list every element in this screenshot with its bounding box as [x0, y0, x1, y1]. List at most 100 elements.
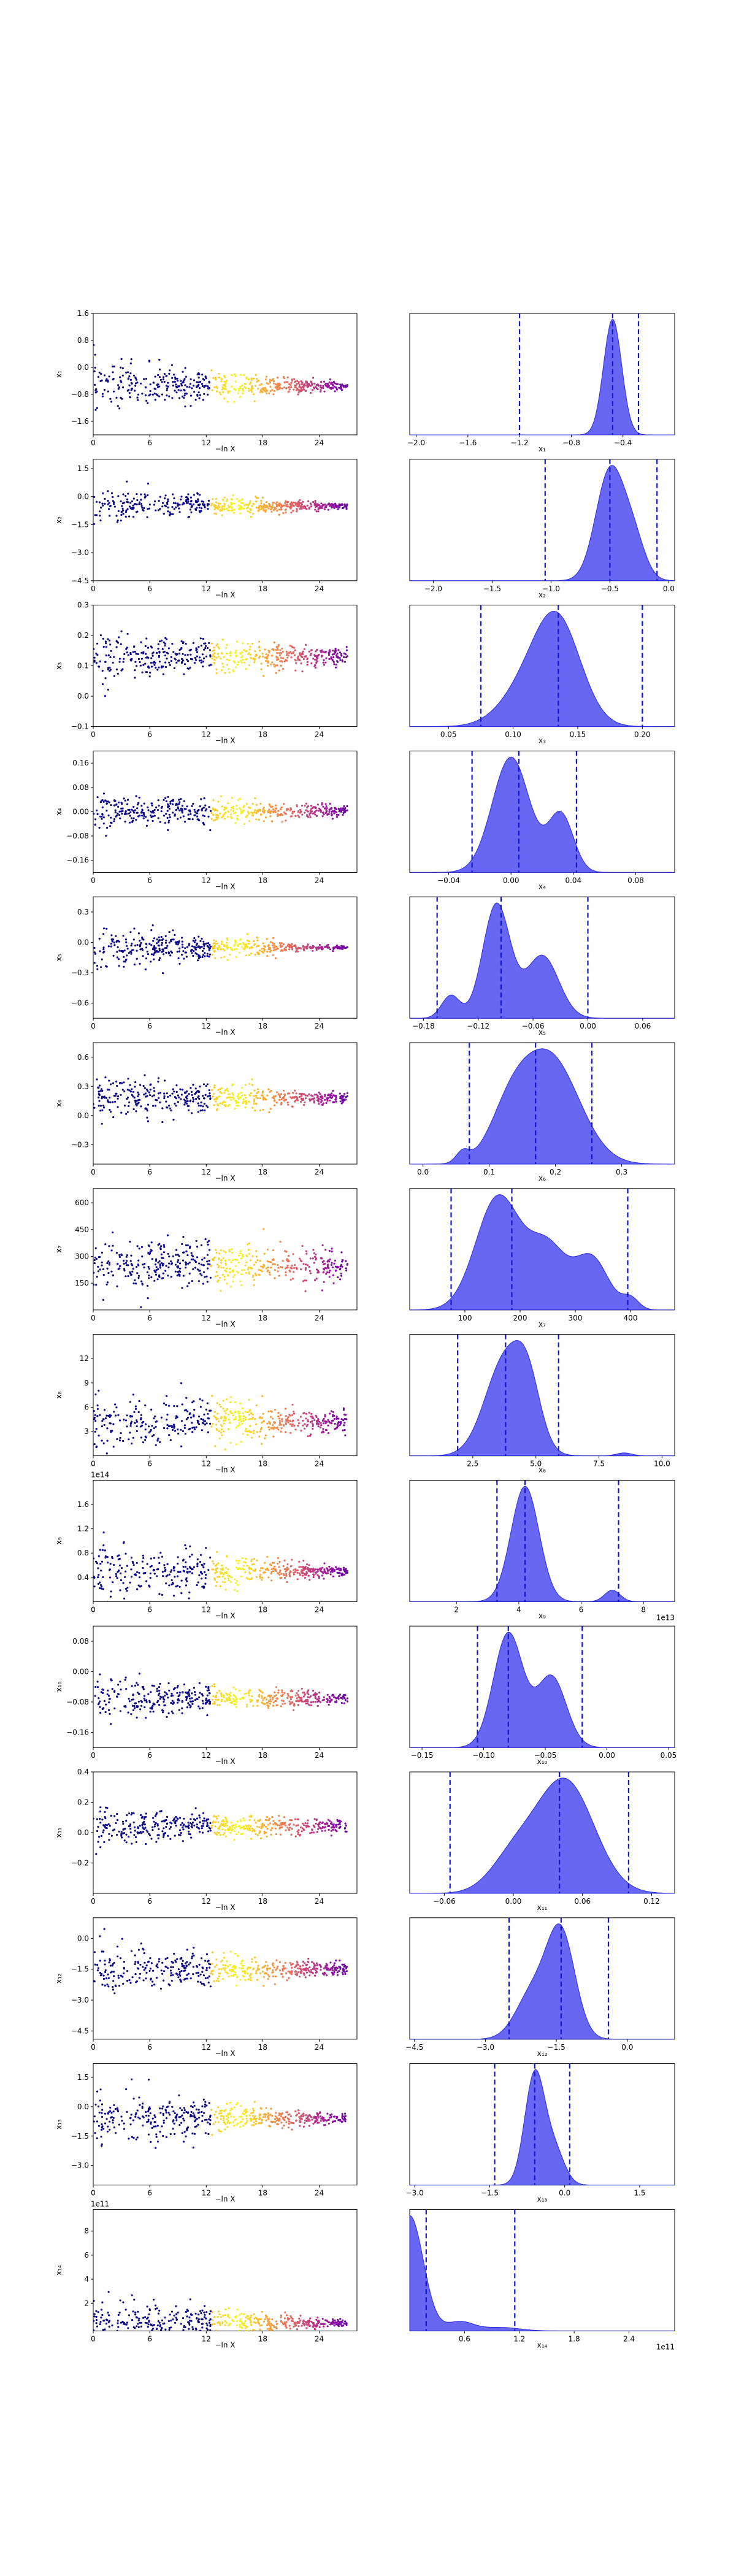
scatter-point — [234, 1259, 236, 1261]
scatter-point — [102, 645, 105, 648]
scatter-point — [234, 1108, 236, 1110]
scatter-point — [224, 1571, 226, 1574]
scatter-point — [103, 951, 105, 953]
scatter-point — [214, 957, 217, 959]
scatter-point — [168, 931, 171, 933]
scatter-point — [168, 1573, 171, 1576]
scatter-point — [115, 1080, 118, 1083]
scatter-point — [260, 1427, 263, 1429]
scatter-point — [123, 1090, 126, 1092]
scatter-point — [308, 1564, 310, 1566]
scatter-point — [272, 393, 275, 396]
scatter-point — [145, 946, 148, 949]
scatter-point — [295, 662, 297, 664]
scatter-point — [120, 630, 123, 632]
y-tick-label: 0.00 — [72, 807, 89, 816]
scatter-point — [159, 939, 161, 941]
scatter-point — [202, 807, 205, 809]
scatter-point — [181, 1287, 183, 1289]
scatter-point — [322, 385, 324, 388]
scatter-point — [300, 505, 302, 507]
scatter-point — [205, 1422, 208, 1425]
scatter-point — [255, 1404, 258, 1406]
scatter-point — [107, 503, 109, 505]
scatter-point — [239, 387, 242, 389]
scatter-point — [243, 504, 246, 507]
scatter-point — [230, 374, 233, 377]
scatter-point — [321, 1103, 323, 1106]
scatter-point — [126, 632, 129, 635]
scatter-point — [247, 387, 250, 390]
scatter-point — [345, 653, 347, 656]
scatter-point — [226, 1087, 228, 1090]
scatter-point — [234, 389, 237, 391]
scatter-point — [331, 503, 333, 505]
scatter-point — [118, 636, 120, 638]
scatter-point — [227, 392, 229, 394]
scatter-point — [107, 379, 109, 381]
scatter-point — [253, 377, 255, 380]
scatter-point — [331, 1250, 333, 1253]
scatter-point — [233, 401, 236, 403]
scatter-point — [260, 502, 263, 505]
scatter-point — [272, 1249, 274, 1252]
scatter-point — [96, 968, 99, 970]
scatter-point — [326, 1570, 329, 1572]
scatter-point — [266, 1248, 269, 1251]
scatter-point — [177, 1556, 179, 1558]
scatter-point — [328, 1267, 330, 1269]
scatter-point — [155, 1266, 158, 1268]
scatter-point — [132, 819, 134, 822]
scatter-point — [280, 504, 282, 506]
scatter-point — [323, 813, 325, 816]
scatter-point — [302, 500, 304, 503]
scatter-point — [171, 397, 174, 399]
scatter-point — [149, 1577, 151, 1579]
scatter-point — [191, 1097, 194, 1099]
scatter-point — [173, 1405, 175, 1408]
scatter-point — [107, 945, 110, 948]
scatter-point — [181, 954, 183, 956]
scatter-point — [305, 809, 308, 811]
scatter-point — [274, 1099, 276, 1102]
scatter-point — [238, 1413, 240, 1415]
scatter-point — [215, 497, 218, 500]
scatter-point — [302, 1263, 305, 1265]
scatter-point — [302, 1572, 304, 1574]
scatter-point — [243, 1268, 245, 1271]
scatter-point — [280, 949, 282, 952]
scatter-point — [189, 1099, 192, 1102]
scatter-point — [139, 661, 141, 664]
scatter-point — [162, 378, 164, 381]
scatter-point — [129, 951, 132, 953]
scatter-point — [315, 1094, 318, 1096]
scatter-point — [289, 1270, 291, 1273]
scatter-point — [281, 1420, 283, 1423]
scatter-point — [138, 1576, 141, 1579]
scatter-point — [184, 367, 186, 369]
scatter-point — [134, 1099, 136, 1102]
scatter-point — [277, 1411, 280, 1414]
scatter-point — [165, 1100, 167, 1103]
scatter-point — [226, 1555, 228, 1558]
scatter-point — [291, 815, 293, 818]
scatter-point — [221, 1273, 224, 1276]
scatter-point — [245, 943, 248, 946]
scatter-point — [155, 1271, 157, 1273]
scatter-point — [136, 1588, 139, 1590]
scatter-point — [99, 1268, 101, 1271]
scatter-point — [159, 949, 161, 952]
scatter-point — [286, 659, 288, 662]
scatter-point — [110, 945, 112, 948]
scatter-point — [158, 368, 161, 371]
scatter-point — [153, 946, 156, 949]
scatter-point — [204, 647, 207, 650]
scatter-point — [179, 1571, 182, 1573]
scatter-point — [250, 653, 252, 656]
scatter-point — [186, 1571, 189, 1573]
scatter-point — [156, 394, 159, 397]
scatter-point — [99, 1587, 101, 1589]
scatter-point — [244, 1264, 247, 1267]
scatter-point — [237, 1254, 240, 1257]
scatter-point — [199, 940, 202, 942]
